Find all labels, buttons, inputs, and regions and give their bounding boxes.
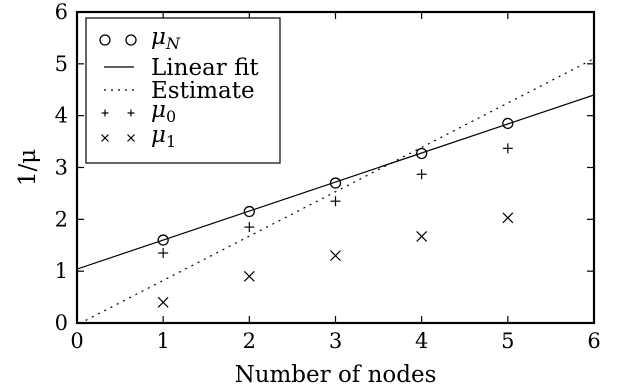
- legend-marker-b-n: [125, 34, 137, 46]
- point-n-3: [329, 177, 342, 189]
- point-1-2-b: [243, 270, 255, 282]
- point-n-4: [416, 147, 428, 160]
- point-n-1: [157, 234, 169, 246]
- series-linear-fit: [77, 94, 594, 270]
- x-tick-label-0: 0: [70, 329, 83, 353]
- series-n: [157, 117, 514, 246]
- point-0-3: [330, 196, 341, 207]
- line-estimate: [85, 58, 594, 321]
- legend-label-estimate: Estimate: [151, 78, 255, 104]
- legend-marker-a-0: [101, 109, 109, 117]
- legend-label-linear-fit: Linear fit: [151, 55, 259, 81]
- point-0-4: [416, 169, 427, 180]
- point-1-1: [157, 296, 169, 308]
- x-tick-label-1: 1: [156, 329, 169, 353]
- y-tick-label-4: 4: [55, 104, 68, 128]
- point-0-2: [244, 222, 255, 233]
- y-tick-label-1: 1: [55, 259, 68, 283]
- legend-item-estimate: Estimate: [104, 78, 255, 104]
- legend-marker-b-1-b: [127, 134, 135, 142]
- point-1-2: [243, 270, 255, 282]
- point-1-3-b: [330, 250, 341, 262]
- y-tick-label-0: 0: [55, 311, 68, 335]
- x-tick-label-2: 2: [243, 329, 256, 353]
- legend-marker-a-1-b: [101, 134, 109, 142]
- y-tick-label-6: 6: [55, 0, 68, 24]
- point-1-4-b: [416, 231, 428, 242]
- y-axis-label: 1/μ: [15, 149, 41, 186]
- x-tick-label-5: 5: [501, 329, 514, 353]
- series-0: [158, 143, 513, 259]
- point-0-5: [502, 143, 513, 154]
- legend-label-n: μN: [151, 24, 181, 53]
- x-axis-label: Number of nodes: [235, 362, 437, 388]
- series-estimate: [85, 58, 594, 321]
- legend-item-n: μN: [99, 24, 181, 53]
- point-n-5: [502, 117, 514, 130]
- legend-marker-a-1: [101, 134, 109, 142]
- point-1-5-b: [502, 212, 514, 224]
- point-1-4: [416, 231, 428, 242]
- x-tick-label-3: 3: [329, 329, 342, 353]
- point-1-1-b: [157, 296, 169, 308]
- x-tick-label-4: 4: [415, 329, 428, 353]
- legend-label-1: μ1: [151, 122, 176, 151]
- point-1-5: [502, 212, 514, 224]
- point-n-2: [243, 205, 255, 218]
- legend-item-linear-fit: Linear fit: [104, 55, 259, 81]
- legend-marker-b-0: [127, 109, 135, 117]
- legend-item-1: μ1: [101, 122, 176, 151]
- series-1: [157, 212, 514, 308]
- y-tick-label-3: 3: [55, 156, 68, 180]
- legend-marker-a-n: [99, 34, 111, 46]
- legend-label-0: μ0: [151, 97, 176, 126]
- legend-item-0: μ0: [101, 97, 176, 126]
- legend-marker-b-1: [127, 134, 135, 142]
- point-0-1: [158, 248, 169, 259]
- x-tick-label-6: 6: [587, 329, 600, 353]
- y-tick-label-2: 2: [55, 207, 68, 231]
- point-1-3: [330, 250, 341, 262]
- axis-ticks: 0 1 2 3 4 5 6 0 1 2 3 4 5 6: [55, 0, 601, 353]
- y-tick-label-5: 5: [55, 52, 68, 76]
- line-linear-fit: [77, 94, 594, 270]
